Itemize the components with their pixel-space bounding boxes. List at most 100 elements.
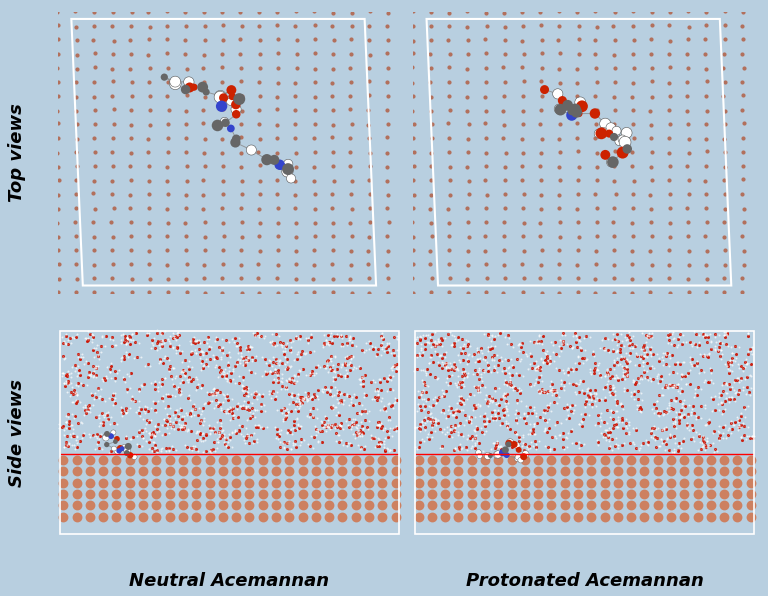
Point <box>399 21 412 30</box>
Point <box>226 334 238 343</box>
Point <box>511 452 524 462</box>
Point <box>121 332 133 342</box>
Point <box>281 338 293 347</box>
Point <box>533 364 545 373</box>
Point <box>598 333 611 342</box>
Point <box>407 204 419 213</box>
Point <box>442 330 454 339</box>
Point <box>552 162 564 172</box>
Point <box>120 405 132 415</box>
Point <box>498 405 510 415</box>
Point <box>144 431 157 440</box>
Point <box>682 119 694 128</box>
Point <box>118 331 131 341</box>
Point <box>120 339 132 349</box>
Point <box>252 259 264 269</box>
Point <box>565 364 578 374</box>
Point <box>184 340 197 349</box>
Point <box>482 399 495 408</box>
Point <box>175 390 187 399</box>
Point <box>717 434 730 443</box>
Point <box>88 260 101 269</box>
Point <box>418 404 430 414</box>
Point <box>141 402 153 411</box>
Point <box>535 355 547 364</box>
Point <box>245 389 257 398</box>
Point <box>400 105 412 115</box>
Point <box>185 426 197 436</box>
Point <box>521 411 533 421</box>
Point <box>164 419 177 429</box>
Point <box>63 439 75 448</box>
Point <box>198 77 210 87</box>
Point <box>612 375 624 384</box>
Point <box>513 384 525 393</box>
Point <box>134 386 146 396</box>
Point <box>442 431 455 440</box>
Point <box>97 489 109 499</box>
Point <box>609 35 621 44</box>
Point <box>542 386 554 396</box>
Point <box>686 355 698 364</box>
Point <box>456 396 468 406</box>
Point <box>308 134 320 143</box>
Point <box>478 430 490 439</box>
Point <box>524 349 536 358</box>
Point <box>378 373 390 383</box>
Point <box>528 421 540 431</box>
Point <box>554 418 567 427</box>
Point <box>610 370 622 380</box>
Point <box>296 346 308 356</box>
Point <box>159 429 171 439</box>
Point <box>151 346 164 355</box>
Point <box>501 380 513 390</box>
Point <box>599 345 611 355</box>
Point <box>76 418 88 428</box>
Point <box>180 91 193 100</box>
Point <box>664 380 677 389</box>
Point <box>264 366 276 375</box>
Point <box>656 384 668 393</box>
Point <box>273 437 286 446</box>
Point <box>327 361 339 370</box>
Point <box>472 448 485 457</box>
Point <box>218 390 230 399</box>
Point <box>626 259 638 269</box>
Point <box>293 401 306 411</box>
Point <box>162 419 174 429</box>
Point <box>242 392 254 401</box>
Point <box>309 204 321 214</box>
Point <box>290 404 302 414</box>
Point <box>431 339 443 349</box>
Point <box>284 427 296 436</box>
Point <box>521 444 534 454</box>
Point <box>233 348 245 358</box>
Point <box>169 331 181 340</box>
Point <box>269 422 281 432</box>
Point <box>277 442 290 451</box>
Point <box>352 431 364 440</box>
Point <box>310 190 322 199</box>
Point <box>462 176 475 186</box>
Point <box>190 445 202 454</box>
Point <box>591 437 604 447</box>
Point <box>365 431 377 440</box>
Point <box>505 377 517 387</box>
Point <box>64 333 76 343</box>
Point <box>290 218 303 228</box>
Point <box>479 419 492 429</box>
Point <box>442 204 455 213</box>
Point <box>100 432 112 441</box>
Point <box>121 334 133 343</box>
Point <box>187 334 200 344</box>
Point <box>469 382 482 392</box>
Point <box>333 420 345 430</box>
Point <box>594 343 606 353</box>
Point <box>107 49 119 58</box>
Point <box>226 92 238 101</box>
Point <box>235 351 247 361</box>
Point <box>648 430 660 439</box>
Point <box>194 353 206 363</box>
Point <box>429 416 441 426</box>
Point <box>227 375 240 384</box>
